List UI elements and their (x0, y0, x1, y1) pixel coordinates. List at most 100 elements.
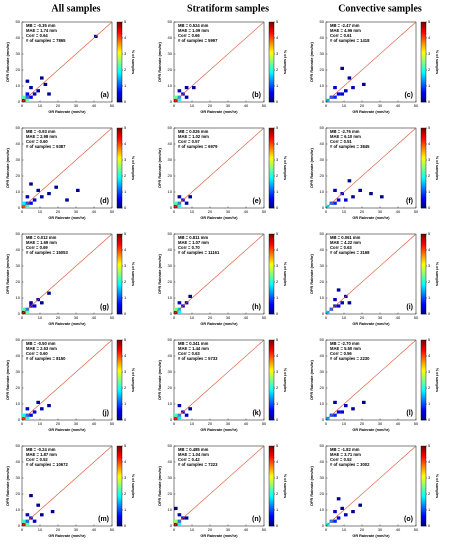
colorbar-segment (117, 524, 122, 527)
y-tick-label: 40 (16, 247, 21, 252)
colorbar-segment (421, 42, 426, 45)
colorbar-segment (269, 400, 274, 403)
colorbar-segment (421, 246, 426, 249)
heat-cell (333, 201, 337, 205)
colorbar-tick-label: 3 (428, 263, 431, 268)
heat-cell (43, 82, 48, 86)
stat-annotation: # of samples = 7223 (178, 462, 218, 467)
colorbar-segment (421, 450, 426, 453)
colorbar-segment (117, 182, 122, 185)
colorbar-segment (117, 84, 122, 87)
x-tick-label: 50 (414, 103, 419, 108)
colorbar-tick-label: 0 (124, 311, 127, 316)
colorbar-segment (421, 162, 426, 165)
stat-annotation: MB = 0.811 mm (178, 235, 208, 240)
colorbar-segment (421, 310, 426, 313)
x-tick-label: 10 (190, 103, 195, 108)
panel-label: (b) (252, 92, 261, 99)
colorbar-segment (421, 478, 426, 481)
colorbar-segment (269, 464, 274, 467)
x-tick-label: 0 (173, 421, 176, 426)
colorbar-segment (269, 200, 274, 203)
colorbar-segment (269, 284, 274, 287)
stat-annotation: # of samples = 3845 (330, 144, 370, 149)
colorbar-segment (269, 294, 274, 297)
colorbar-segment (421, 168, 426, 171)
colorbar-segment (421, 278, 426, 281)
y-tick-label: 40 (168, 141, 173, 146)
one-to-one-line (173, 127, 265, 209)
y-tick-label: 50 (168, 337, 173, 342)
colorbar-segment (421, 418, 426, 421)
colorbar-segment (421, 370, 426, 373)
colorbar-segment (117, 504, 122, 507)
colorbar-segment (421, 358, 426, 361)
colorbar-segment (421, 456, 426, 459)
colorbar-tick-label: 3 (276, 369, 279, 374)
y-tick-label: 0 (18, 311, 21, 316)
colorbar-segment (269, 74, 274, 77)
colorbar-label: % of samples (283, 368, 287, 392)
colorbar-segment (117, 186, 122, 189)
colorbar-segment (117, 410, 122, 413)
colorbar-segment (421, 366, 426, 369)
colorbar-tick-label: 0 (124, 417, 127, 422)
colorbar-segment (269, 278, 274, 281)
colorbar-segment (421, 378, 426, 381)
colorbar-tick-label: 1 (428, 401, 431, 406)
stat-annotation: MB = -0.35 mm (26, 23, 56, 28)
colorbar-segment (117, 50, 122, 53)
colorbar-segment (117, 66, 122, 69)
colorbar-segment (421, 396, 426, 399)
colorbar-segment (421, 44, 426, 47)
colorbar-segment (269, 84, 274, 87)
colorbar-segment (269, 70, 274, 73)
stat-annotation: Corr = 0.57 (178, 139, 200, 144)
colorbar-segment (117, 484, 122, 487)
colorbar-segment (117, 354, 122, 357)
y-axis-label: DPR Rainrate (mm/hr) (310, 42, 314, 82)
colorbar-segment (421, 492, 426, 495)
colorbar-segment (269, 140, 274, 143)
column-title: Stratiform samples (187, 3, 269, 14)
colorbar-segment (421, 154, 426, 157)
colorbar-segment (117, 500, 122, 503)
colorbar-segment (269, 264, 274, 267)
colorbar-segment (421, 70, 426, 73)
colorbar-label: % of samples (283, 262, 287, 286)
colorbar-tick-label: 1 (124, 295, 127, 300)
colorbar-segment (421, 394, 426, 397)
colorbar-segment (421, 512, 426, 515)
x-tick-label: 10 (190, 209, 195, 214)
colorbar-segment (421, 132, 426, 135)
colorbar-segment (421, 410, 426, 413)
colorbar-segment (269, 180, 274, 183)
colorbar-frame (116, 21, 123, 103)
colorbar-segment (421, 32, 426, 35)
colorbar-segment (421, 54, 426, 57)
x-axis-label: GR Rainrate (mm/hr) (200, 110, 238, 114)
colorbar-segment (117, 452, 122, 455)
colorbar-segment (421, 152, 426, 155)
heat-cell (336, 304, 341, 308)
colorbar-tick-label: 1 (124, 83, 127, 88)
heat-cell (184, 201, 189, 205)
colorbar-segment (117, 464, 122, 467)
colorbar-tick-label: 1 (276, 83, 279, 88)
y-tick-label: 40 (320, 247, 325, 252)
colorbar-segment (269, 154, 274, 157)
colorbar-segment (421, 190, 426, 193)
colorbar-segment (421, 474, 426, 477)
y-tick-label: 30 (168, 369, 173, 374)
colorbar-label: % of samples (435, 368, 439, 392)
colorbar-segment (421, 134, 426, 137)
colorbar-segment (117, 26, 122, 29)
colorbar-segment (117, 144, 122, 147)
colorbar-segment (117, 472, 122, 475)
colorbar-segment (117, 236, 122, 239)
colorbar-tick-label: 0 (276, 417, 279, 422)
stat-annotation: MAE = 5.50 mm (330, 346, 361, 351)
y-tick-label: 50 (16, 231, 21, 236)
colorbar-segment (421, 518, 426, 521)
colorbar-tick-label: 5 (276, 125, 279, 130)
